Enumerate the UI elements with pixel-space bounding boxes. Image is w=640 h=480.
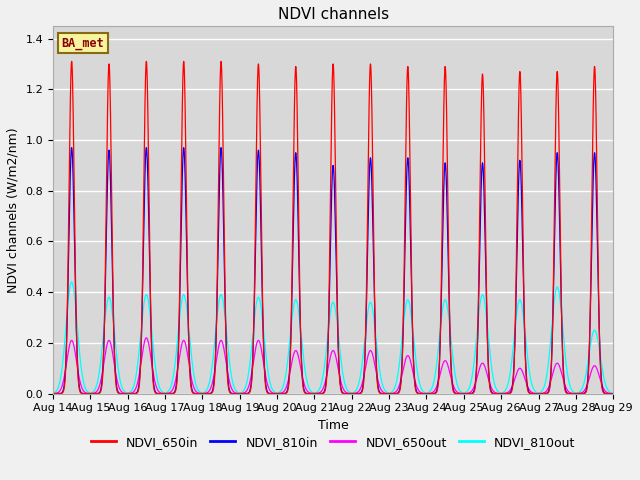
NDVI_810in xyxy=(260,360,268,365)
NDVI_650out xyxy=(143,335,150,341)
X-axis label: Time: Time xyxy=(317,419,349,432)
NDVI_650in xyxy=(49,391,57,396)
NDVI_650in xyxy=(68,59,76,64)
NDVI_650out xyxy=(49,391,57,396)
NDVI_650in xyxy=(182,177,190,182)
NDVI_650out xyxy=(185,361,193,367)
NDVI_810in xyxy=(300,387,308,393)
Title: NDVI channels: NDVI channels xyxy=(278,7,388,22)
NDVI_810out xyxy=(179,292,187,298)
NDVI_810out xyxy=(300,360,308,366)
Y-axis label: NDVI channels (W/m2/nm): NDVI channels (W/m2/nm) xyxy=(7,127,20,292)
NDVI_810out xyxy=(182,301,190,307)
NDVI_810in xyxy=(49,391,57,396)
NDVI_810in xyxy=(179,149,187,155)
Line: NDVI_810in: NDVI_810in xyxy=(53,148,613,394)
Line: NDVI_650out: NDVI_650out xyxy=(53,338,613,394)
NDVI_810in xyxy=(185,347,193,353)
Line: NDVI_810out: NDVI_810out xyxy=(53,282,613,394)
NDVI_810out xyxy=(49,390,57,396)
NDVI_650out xyxy=(182,344,190,349)
NDVI_650in xyxy=(260,363,268,369)
NDVI_650in xyxy=(185,349,193,355)
NDVI_650out xyxy=(179,338,187,344)
NDVI_650in xyxy=(300,389,308,395)
NDVI_650out xyxy=(300,381,308,387)
Line: NDVI_650in: NDVI_650in xyxy=(53,61,613,394)
Text: BA_met: BA_met xyxy=(61,37,104,50)
NDVI_650in xyxy=(179,65,187,71)
NDVI_810in xyxy=(605,391,612,396)
NDVI_650out xyxy=(260,365,268,371)
NDVI_810in xyxy=(182,219,190,225)
NDVI_810out xyxy=(605,388,612,394)
NDVI_810out xyxy=(260,335,268,340)
NDVI_810in xyxy=(609,391,617,396)
NDVI_650out xyxy=(605,390,612,396)
NDVI_810in xyxy=(68,145,76,151)
NDVI_650in xyxy=(605,391,612,396)
NDVI_650in xyxy=(609,391,617,396)
NDVI_810out xyxy=(68,279,76,285)
NDVI_810out xyxy=(609,391,617,396)
Legend: NDVI_650in, NDVI_810in, NDVI_650out, NDVI_810out: NDVI_650in, NDVI_810in, NDVI_650out, NDV… xyxy=(86,431,580,454)
NDVI_650out xyxy=(609,391,617,396)
NDVI_810out xyxy=(185,328,193,334)
